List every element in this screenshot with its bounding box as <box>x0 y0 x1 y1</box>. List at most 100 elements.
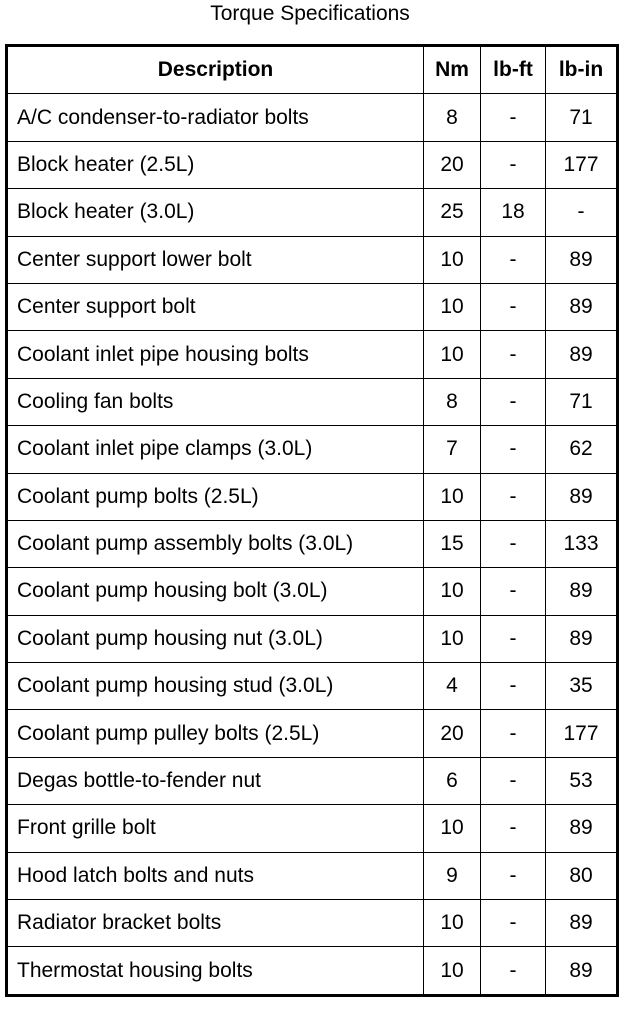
table-row: Coolant pump pulley bolts (2.5L) 20-177 <box>6 709 618 758</box>
table-row: Coolant pump housing bolt (3.0L) 10-89 <box>6 567 618 616</box>
value-cell: - <box>480 567 546 616</box>
table-row: Coolant pump bolts (2.5L) 10-89 <box>6 472 618 521</box>
value-cell: 71 <box>545 93 618 142</box>
value-cell: 10 <box>423 330 481 379</box>
value-cell: - <box>480 709 546 758</box>
value-cell: - <box>480 140 546 190</box>
description-cell: Center support bolt <box>6 282 424 332</box>
value-cell: 71 <box>545 377 618 427</box>
value-cell: 6 <box>423 756 481 806</box>
table-row: Block heater (3.0L) 25 18- <box>6 188 618 237</box>
value-cell: 89 <box>545 330 618 379</box>
table-row: Coolant pump housing nut (3.0L) 10-89 <box>6 614 618 664</box>
value-cell: - <box>480 614 546 664</box>
table-row: Center support bolt 10-89 <box>6 282 618 332</box>
table-row: Radiator bracket bolts 10-89 <box>6 899 618 948</box>
value-cell: 20 <box>423 709 481 758</box>
description-cell: Cooling fan bolts <box>6 377 424 427</box>
value-cell: - <box>480 377 546 427</box>
description-cell: A/C condenser-to-radiator bolts <box>6 93 424 142</box>
column-header: Nm <box>423 44 481 95</box>
value-cell: 18 <box>480 188 546 237</box>
torque-table: Description Nm lb-ft lb-in A/C condenser-to… <box>5 44 619 997</box>
table-row: Coolant inlet pipe clamps (3.0L) 7-62 <box>6 425 618 474</box>
value-cell: 89 <box>545 567 618 616</box>
value-cell: 89 <box>545 472 618 521</box>
description-cell: Coolant pump housing bolt (3.0L) <box>6 567 424 616</box>
table-row: Center support lower bolt 10-89 <box>6 235 618 284</box>
value-cell: - <box>480 946 546 996</box>
table-row: Degas bottle-to-fender nut 6-53 <box>6 756 618 806</box>
value-cell: 80 <box>545 851 618 901</box>
description-cell: Block heater (3.0L) <box>6 188 424 237</box>
header-row: Description Nm lb-ft lb-in <box>6 44 618 95</box>
value-cell: 53 <box>545 756 618 806</box>
description-cell: Coolant pump pulley bolts (2.5L) <box>6 709 424 758</box>
description-cell: Radiator bracket bolts <box>6 899 424 948</box>
value-cell: 7 <box>423 425 481 474</box>
value-cell: 35 <box>545 662 618 711</box>
title: Torque Specifications <box>210 2 410 25</box>
value-cell: - <box>480 851 546 901</box>
description-cell: Coolant pump assembly bolts (3.0L) <box>6 519 424 569</box>
value-cell: 177 <box>545 140 618 190</box>
value-cell: - <box>480 425 546 474</box>
value-cell: 10 <box>423 567 481 616</box>
description-cell: Coolant pump housing nut (3.0L) <box>6 614 424 664</box>
value-cell: 10 <box>423 472 481 521</box>
value-cell: 15 <box>423 519 481 569</box>
value-cell: 20 <box>423 140 481 190</box>
value-cell: 10 <box>423 946 481 996</box>
description-cell: Coolant inlet pipe housing bolts <box>6 330 424 379</box>
description-cell: Thermostat housing bolts <box>6 946 424 996</box>
value-cell: 89 <box>545 946 618 996</box>
value-cell: 89 <box>545 282 618 332</box>
description-cell: Hood latch bolts and nuts <box>6 851 424 901</box>
value-cell: 89 <box>545 804 618 853</box>
column-header: lb-in <box>545 44 618 95</box>
table-row: Block heater (2.5L) 20-177 <box>6 140 618 190</box>
value-cell: - <box>480 282 546 332</box>
value-cell: 89 <box>545 235 618 284</box>
value-cell: - <box>480 899 546 948</box>
value-cell: 10 <box>423 614 481 664</box>
value-cell: 10 <box>423 899 481 948</box>
description-cell: Center support lower bolt <box>6 235 424 284</box>
description-cell: Coolant pump bolts (2.5L) <box>6 472 424 521</box>
value-cell: 89 <box>545 899 618 948</box>
value-cell: 133 <box>545 519 618 569</box>
value-cell: 4 <box>423 662 481 711</box>
description-cell: Degas bottle-to-fender nut <box>6 756 424 806</box>
value-cell: - <box>480 804 546 853</box>
column-header: Description <box>6 44 424 95</box>
table-row: A/C condenser-to-radiator bolts 8-71 <box>6 93 618 142</box>
value-cell: 8 <box>423 93 481 142</box>
value-cell: 25 <box>423 188 481 237</box>
table-body: A/C condenser-to-radiator bolts 8-71 Block… <box>6 93 618 996</box>
column-header: lb-ft <box>480 44 546 95</box>
description-cell: Coolant pump housing stud (3.0L) <box>6 662 424 711</box>
value-cell: - <box>480 756 546 806</box>
description-cell: Block heater (2.5L) <box>6 140 424 190</box>
value-cell: 89 <box>545 614 618 664</box>
table-row: Coolant inlet pipe housing bolts 10-89 <box>6 330 618 379</box>
table-row: Thermostat housing bolts 10-89 <box>6 946 618 996</box>
value-cell: - <box>480 662 546 711</box>
table-row: Front grille bolt 10-89 <box>6 804 618 853</box>
description-cell: Front grille bolt <box>6 804 424 853</box>
table-row: Cooling fan bolts 8-71 <box>6 377 618 427</box>
table-row: Coolant pump housing stud (3.0L) 4-35 <box>6 662 618 711</box>
value-cell: 9 <box>423 851 481 901</box>
value-cell: - <box>480 330 546 379</box>
description-cell: Coolant inlet pipe clamps (3.0L) <box>6 425 424 474</box>
value-cell: - <box>480 519 546 569</box>
value-cell: - <box>480 93 546 142</box>
value-cell: 10 <box>423 804 481 853</box>
table-row: Hood latch bolts and nuts 9-80 <box>6 851 618 901</box>
value-cell: - <box>480 472 546 521</box>
value-cell: 10 <box>423 282 481 332</box>
value-cell: - <box>480 235 546 284</box>
value-cell: 10 <box>423 235 481 284</box>
value-cell: 8 <box>423 377 481 427</box>
